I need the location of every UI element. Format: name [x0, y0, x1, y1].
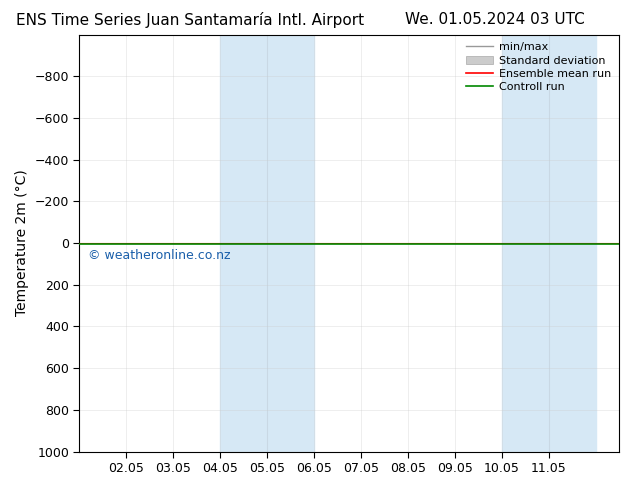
Legend: min/max, Standard deviation, Ensemble mean run, Controll run: min/max, Standard deviation, Ensemble me…: [461, 38, 616, 97]
Text: We. 01.05.2024 03 UTC: We. 01.05.2024 03 UTC: [404, 12, 585, 27]
Text: © weatheronline.co.nz: © weatheronline.co.nz: [87, 249, 230, 262]
Text: ENS Time Series Juan Santamaría Intl. Airport: ENS Time Series Juan Santamaría Intl. Ai…: [16, 12, 365, 28]
Bar: [220, 35, 314, 452]
Y-axis label: Temperature 2m (°C): Temperature 2m (°C): [15, 170, 29, 317]
Bar: [501, 35, 595, 452]
